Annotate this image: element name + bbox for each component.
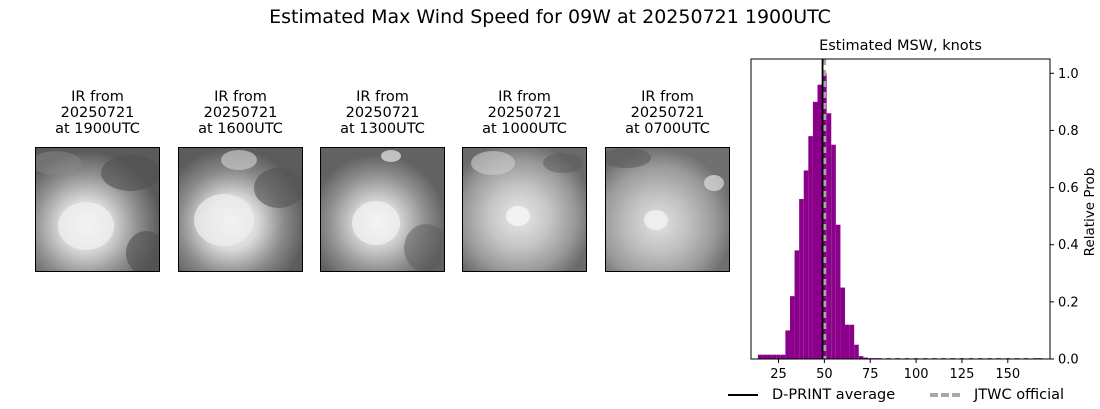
ir-panel-title: IR from 20250721 at 0700UTC: [605, 89, 730, 141]
plot-frame: [750, 58, 1051, 360]
ir-panel-title: IR from 20250721 at 1900UTC: [35, 89, 160, 141]
ir-satellite-image: [605, 147, 730, 272]
ir-panel-3: IR from 20250721 at 1300UTC: [320, 89, 445, 272]
histogram-bar: [858, 356, 864, 359]
histogram-bar: [799, 199, 804, 359]
histogram-bar: [826, 113, 832, 360]
histogram-bar: [840, 287, 846, 359]
ir-satellite-image: [35, 147, 160, 272]
ir-panel-2: IR from 20250721 at 1600UTC: [178, 89, 303, 272]
ir-panel-title: IR from 20250721 at 1600UTC: [178, 89, 303, 141]
ir-satellite-image: [320, 147, 445, 272]
ir-title-line2: 20250721: [203, 105, 278, 121]
ir-panel-title: IR from 20250721 at 1300UTC: [320, 89, 445, 141]
x-tick-label: 25: [770, 367, 787, 382]
x-tick-label: 150: [995, 367, 1020, 382]
y-tick-label: 0.4: [1058, 238, 1079, 253]
ir-panel-1: IR from 20250721 at 1900UTC: [35, 89, 160, 272]
x-tick-label: 100: [904, 367, 929, 382]
histogram-bar: [831, 144, 836, 359]
ir-title-line3: at 1900UTC: [55, 121, 140, 137]
histogram-bar: [785, 330, 790, 359]
histogram-bar: [767, 354, 772, 359]
y-tick-label: 0.6: [1058, 181, 1079, 196]
ir-title-line1: IR from: [71, 89, 124, 105]
ir-satellite-image: [178, 147, 303, 272]
histogram-bar: [780, 354, 786, 359]
ir-title-line1: IR from: [498, 89, 551, 105]
histogram-bar: [808, 136, 813, 359]
ir-title-line3: at 0700UTC: [625, 121, 710, 137]
x-tick-label: 125: [950, 367, 975, 382]
ir-panel-4: IR from 20250721 at 1000UTC: [462, 89, 587, 272]
histogram-bar: [863, 357, 868, 359]
ir-title-line2: 20250721: [60, 105, 135, 121]
histogram-bar: [803, 170, 809, 359]
y-tick-label: 0.8: [1058, 124, 1079, 139]
histogram-bar: [845, 324, 850, 359]
ir-title-line1: IR from: [356, 89, 409, 105]
histogram-bar: [794, 250, 800, 359]
chart-title: Estimated MSW, knots: [819, 38, 982, 54]
histogram-bar: [849, 324, 855, 359]
x-tick-label: 75: [862, 367, 879, 382]
plot-area: 25 50 75 100 125 150 0.0 0.2 0.4 0.6 0.8 1.0: [750, 58, 1079, 382]
ir-satellite-image: [462, 147, 587, 272]
histogram-bar: [854, 344, 859, 359]
figure-title: Estimated Max Wind Speed for 09W at 2025…: [269, 6, 831, 28]
histogram-bar: [835, 224, 841, 359]
histogram-bar: [762, 354, 768, 359]
dashed-line-swatch-icon: [930, 393, 960, 397]
histogram-bar: [771, 354, 777, 359]
msw-histogram-chart: Estimated MSW, knots 25 50 75 100 125 150 0.0 0…: [750, 38, 1098, 382]
histogram-bar: [812, 101, 818, 359]
legend-dprint: D-PRINT average: [728, 387, 895, 403]
y-tick-label: 0.0: [1058, 353, 1079, 368]
histogram-bar: [757, 354, 763, 359]
ir-title-line1: IR from: [214, 89, 267, 105]
ir-panel-5: IR from 20250721 at 0700UTC: [605, 89, 730, 272]
legend-label-jtwc: JTWC official: [974, 387, 1065, 403]
histogram-bar: [776, 354, 781, 359]
histogram-bar: [789, 296, 795, 359]
x-tick-label: 50: [816, 367, 833, 382]
ir-title-line2: 20250721: [630, 105, 705, 121]
y-axis-label: Relative Prob: [1082, 168, 1098, 257]
y-tick-label: 0.2: [1058, 295, 1079, 310]
ir-title-line1: IR from: [641, 89, 694, 105]
ir-title-line3: at 1600UTC: [198, 121, 283, 137]
ir-title-line3: at 1000UTC: [482, 121, 567, 137]
histogram-bar: [817, 84, 823, 359]
y-tick-label: 1.0: [1058, 67, 1079, 82]
legend-jtwc: JTWC official: [930, 387, 1064, 403]
ir-title-line2: 20250721: [345, 105, 420, 121]
legend-label-dprint: D-PRINT average: [772, 387, 896, 403]
ir-title-line2: 20250721: [487, 105, 562, 121]
solid-line-swatch-icon: [728, 394, 758, 396]
ir-title-line3: at 1300UTC: [340, 121, 425, 137]
ir-panel-title: IR from 20250721 at 1000UTC: [462, 89, 587, 141]
